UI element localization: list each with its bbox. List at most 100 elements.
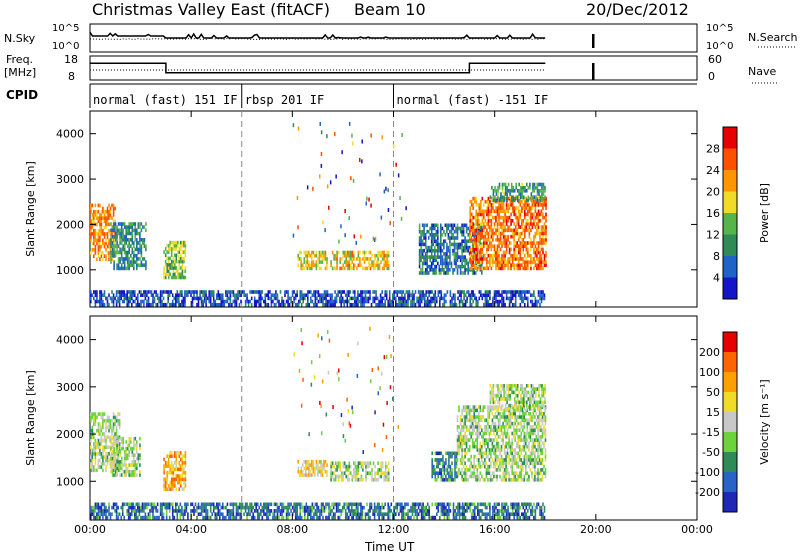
data-cell: [363, 299, 365, 304]
data-cell: [180, 457, 182, 462]
nave-tick-top: 60: [708, 53, 722, 66]
data-cell: [291, 293, 294, 297]
data-cell: [532, 189, 534, 193]
data-cell: [524, 253, 526, 258]
data-cell: [174, 477, 176, 482]
data-cell: [134, 290, 136, 294]
data-cell: [377, 257, 379, 261]
data-cell: [495, 397, 498, 401]
data-cell: [487, 199, 490, 204]
data-cell: [540, 247, 543, 252]
data-cell: [123, 238, 126, 242]
data-cell: [525, 222, 528, 226]
data-cell: [440, 255, 442, 259]
data-cell: [110, 260, 112, 264]
data-cell: [529, 454, 532, 459]
data-cell: [131, 446, 134, 451]
data-cell: [305, 466, 307, 471]
data-cell: [105, 241, 107, 246]
data-cell: [116, 443, 118, 448]
data-cell: [436, 478, 438, 482]
data-cell: [340, 299, 342, 304]
data-cell: [112, 203, 115, 208]
data-cell: [496, 209, 499, 214]
data-cell: [392, 293, 394, 297]
data-cell: [105, 442, 107, 446]
data-cell: [174, 263, 176, 267]
data-cell: [118, 445, 121, 449]
data-cell: [472, 225, 474, 229]
data-cell: [514, 435, 516, 439]
data-cell: [462, 233, 465, 237]
data-cell: [516, 231, 518, 236]
data-cell: [539, 209, 541, 214]
data-cell: [456, 435, 459, 439]
data-cell: [532, 431, 535, 436]
data-cell: [534, 451, 536, 456]
data-cell: [499, 428, 501, 432]
data-cell: [110, 440, 112, 444]
data-cell: [209, 299, 212, 304]
data-cell: [449, 236, 451, 240]
data-cell: [499, 464, 501, 469]
colorbar-swatch: [723, 148, 737, 170]
data-cell: [433, 464, 435, 469]
data-cell: [443, 229, 445, 234]
data-cell: [538, 189, 540, 193]
data-cell: [214, 302, 216, 307]
data-cell: [493, 244, 496, 248]
data-cell: [172, 487, 175, 491]
data-cell: [434, 233, 436, 237]
data-cell: [435, 229, 438, 234]
data-cell: [153, 296, 156, 301]
data-cell: [469, 212, 471, 217]
data-cell: [326, 260, 328, 264]
data-cell: [134, 253, 137, 258]
data-cell: [482, 405, 485, 409]
data-cell: [513, 238, 515, 242]
data-cell: [112, 415, 115, 420]
data-cell: [421, 268, 424, 272]
data-cell: [498, 212, 500, 217]
data-cell: [94, 299, 97, 304]
data-cell: [533, 199, 535, 204]
data-cell: [331, 474, 334, 479]
data-cell: [229, 293, 232, 297]
data-cell: [181, 266, 184, 270]
data-cell: [418, 242, 421, 247]
data-cell: [181, 454, 184, 458]
data-cell: [544, 471, 547, 475]
data-cell: [437, 236, 439, 240]
data-cell: [434, 290, 437, 294]
data-cell: [398, 299, 400, 304]
data-cell: [484, 241, 487, 245]
data-cell: [447, 245, 450, 250]
data-cell: [423, 255, 425, 259]
data-cell: [458, 435, 460, 439]
data-cell: [508, 421, 510, 426]
data-cell: [367, 290, 370, 294]
data-cell: [174, 275, 176, 280]
data-cell: [368, 263, 370, 267]
data-cell: [485, 425, 488, 429]
data-cell: [131, 460, 134, 464]
data-cell: [131, 469, 134, 474]
data-cell: [133, 473, 135, 477]
data-cell: [184, 470, 187, 475]
data-cell: [487, 231, 490, 236]
data-cell: [300, 250, 302, 255]
data-cell: [481, 474, 483, 479]
data-cell: [340, 257, 343, 261]
data-cell: [522, 438, 524, 442]
data-cell: [520, 468, 523, 472]
data-cell: [545, 234, 547, 239]
data-cell: [478, 405, 480, 409]
data-cell: [100, 455, 103, 459]
data-cell: [449, 451, 452, 456]
data-cell: [501, 215, 503, 220]
data-cell: [126, 225, 129, 229]
data-cell: [469, 228, 471, 233]
data-cell: [238, 290, 241, 294]
data-cell: [496, 441, 498, 446]
data-cell: [445, 458, 447, 462]
